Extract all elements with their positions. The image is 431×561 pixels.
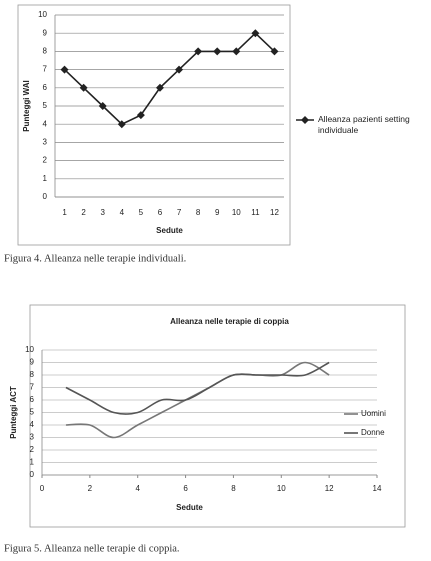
y-tick-label: 3 xyxy=(43,138,48,147)
y-tick-label: 6 xyxy=(30,395,35,404)
data-marker xyxy=(232,47,241,56)
data-marker xyxy=(117,120,126,129)
y-tick-label: 7 xyxy=(30,383,35,392)
y-tick-label: 1 xyxy=(43,174,48,183)
y-tick-label: 9 xyxy=(30,358,35,367)
x-tick-label: 6 xyxy=(183,484,188,493)
data-marker xyxy=(60,65,69,74)
data-marker xyxy=(79,83,88,92)
y-tick-label: 8 xyxy=(30,370,35,379)
y-tick-label: 10 xyxy=(38,10,47,19)
x-tick-label: 7 xyxy=(177,208,182,217)
x-tick-label: 4 xyxy=(135,484,140,493)
x-tick-label: 10 xyxy=(232,208,241,217)
x-tick-label: 5 xyxy=(139,208,144,217)
x-tick-label: 8 xyxy=(196,208,201,217)
x-tick-label: 14 xyxy=(373,484,382,493)
chart-frame xyxy=(17,4,291,246)
y-tick-label: 8 xyxy=(43,47,48,56)
x-tick-label: 12 xyxy=(325,484,334,493)
figure-caption: Figura 4. Alleanza nelle terapie individ… xyxy=(4,253,186,264)
y-tick-label: 0 xyxy=(43,192,48,201)
x-tick-label: 2 xyxy=(81,208,86,217)
x-tick-label: 6 xyxy=(158,208,163,217)
y-axis-label: Punteggi WAI xyxy=(22,80,31,132)
y-tick-label: 2 xyxy=(43,156,48,165)
x-tick-label: 11 xyxy=(251,208,260,217)
x-tick-label: 12 xyxy=(270,208,279,217)
x-tick-label: 0 xyxy=(40,484,45,493)
x-tick-label: 4 xyxy=(120,208,125,217)
figure-caption: Figura 5. Alleanza nelle terapie di copp… xyxy=(4,543,180,554)
y-tick-label: 7 xyxy=(43,65,48,74)
series-line xyxy=(63,32,276,126)
y-tick-label: 3 xyxy=(30,433,35,442)
x-tick-label: 10 xyxy=(277,484,286,493)
legend-label: Uomini xyxy=(361,409,386,418)
x-axis-label: Sedute xyxy=(176,503,203,512)
chart-frame xyxy=(29,304,406,528)
x-axis-label: Sedute xyxy=(156,226,183,235)
y-tick-label: 9 xyxy=(43,28,48,37)
data-marker xyxy=(136,111,145,120)
y-tick-label: 5 xyxy=(43,101,48,110)
data-marker xyxy=(155,83,164,92)
legend-label: Donne xyxy=(361,428,385,437)
y-tick-label: 0 xyxy=(30,470,35,479)
y-tick-label: 5 xyxy=(30,408,35,417)
data-marker xyxy=(194,47,203,56)
chart-title: Alleanza nelle terapie di coppia xyxy=(170,317,289,326)
y-axis-label: Punteggi ACT xyxy=(9,386,18,439)
data-marker xyxy=(175,65,184,74)
y-tick-label: 6 xyxy=(43,83,48,92)
data-marker xyxy=(213,47,222,56)
x-tick-label: 9 xyxy=(215,208,220,217)
y-tick-label: 1 xyxy=(30,458,35,467)
data-marker xyxy=(251,29,260,38)
y-tick-label: 4 xyxy=(30,420,35,429)
series-line xyxy=(65,361,330,415)
x-tick-label: 3 xyxy=(100,208,105,217)
x-tick-label: 2 xyxy=(88,484,93,493)
x-tick-label: 8 xyxy=(231,484,236,493)
legend-label: Alleanza pazienti setting individuale xyxy=(318,114,410,135)
legend-marker xyxy=(301,116,309,124)
y-tick-label: 4 xyxy=(43,119,48,128)
y-tick-label: 2 xyxy=(30,445,35,454)
data-marker xyxy=(98,102,107,110)
y-tick-label: 10 xyxy=(25,345,34,354)
x-tick-label: 1 xyxy=(62,208,67,217)
data-marker xyxy=(270,47,279,56)
